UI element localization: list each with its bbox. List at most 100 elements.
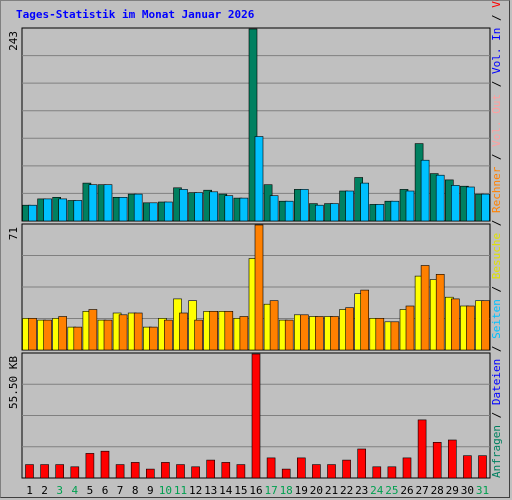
bar-rechner-29 [450,298,460,351]
bar-dateien-27 [420,159,430,222]
bar-volumen-28 [432,441,442,479]
legend-separator: / [490,405,503,425]
y-max-label-top: 243 [7,31,20,51]
bar-rechner-23 [360,289,370,351]
bar-dateien-1 [28,204,37,222]
bar-volumen-11 [176,464,185,479]
bar-rechner-4 [73,326,83,351]
x-tick-label-23: 23 [355,484,368,497]
x-tick-label-10: 10 [159,484,172,497]
bar-dateien-17 [269,195,279,222]
bar-rechner-28 [435,273,445,351]
x-tick-label-2: 2 [41,484,48,497]
x-tick-label-6: 6 [102,484,109,497]
bar-rechner-11 [179,312,188,351]
bar-volumen-3 [55,464,65,479]
x-tick-label-22: 22 [340,484,353,497]
bar-dateien-19 [299,189,309,222]
bar-volumen-24 [372,466,382,479]
bar-anfragen-16 [248,28,258,222]
x-tick-label-3: 3 [56,484,63,497]
bar-dateien-7 [118,197,128,222]
bar-volumen-19 [296,457,306,479]
bar-dateien-6 [103,184,113,222]
bar-volumen-12 [191,466,200,479]
x-tick-label-11: 11 [174,484,187,497]
x-tick-label-30: 30 [461,484,474,497]
bar-volumen-21 [327,464,336,479]
bar-dateien-14 [224,195,234,222]
x-tick-label-21: 21 [325,484,338,497]
bar-rechner-12 [194,319,203,351]
bar-rechner-16 [254,224,264,351]
bar-volumen-8 [130,462,140,479]
bar-dateien-31 [481,193,490,222]
bar-rechner-18 [284,319,294,351]
bar-rechner-7 [118,314,128,351]
x-tick-label-24: 24 [370,484,384,497]
x-tick-label-27: 27 [415,484,428,497]
bar-volumen-18 [281,468,291,479]
bar-dateien-28 [435,174,445,222]
bar-rechner-5 [88,309,98,351]
bar-volumen-25 [387,466,397,479]
legend-item-vol-in: Vol. In [490,28,503,74]
bar-volumen-26 [402,457,412,479]
x-tick-label-13: 13 [204,484,217,497]
bar-volumen-7 [115,464,125,479]
legend-separator: / [490,279,503,299]
bar-dateien-22 [345,190,354,222]
legend-item-besuche: Besuche [490,233,503,279]
bar-dateien-12 [194,192,203,222]
x-tick-label-19: 19 [295,484,308,497]
bar-rechner-3 [58,316,68,351]
x-tick-label-4: 4 [71,484,78,497]
bar-rechner-10 [164,319,173,351]
x-tick-label-16: 16 [249,484,262,497]
legend-item-seiten: Seiten [490,299,503,339]
bar-rechner-13 [209,310,218,351]
y-max-label-middle: 71 [7,227,20,240]
bar-dateien-26 [405,190,415,222]
bar-dateien-15 [239,197,249,222]
x-tick-label-7: 7 [117,484,124,497]
legend-item-dateien: Dateien [490,359,503,405]
bar-rechner-17 [269,300,279,351]
bar-volumen-23 [357,448,367,479]
bar-volumen-10 [161,462,170,479]
bar-volumen-1 [25,464,34,479]
x-tick-label-8: 8 [132,484,139,497]
x-tick-label-31: 31 [476,484,489,497]
x-tick-label-9: 9 [147,484,154,497]
bar-dateien-24 [375,204,385,222]
x-tick-label-29: 29 [446,484,459,497]
bar-volumen-13 [206,459,215,479]
bar-volumen-20 [312,464,321,479]
bar-rechner-30 [466,305,475,351]
x-tick-label-20: 20 [310,484,323,497]
bar-dateien-16 [254,136,264,222]
legend-item-vol-out: Vol. Out [490,94,503,147]
x-tick-label-1: 1 [26,484,33,497]
bar-volumen-4 [70,466,80,479]
y-max-label-bottom: 55.50 KB [7,356,20,409]
bar-dateien-21 [330,203,339,222]
bar-rechner-2 [43,319,52,351]
bar-dateien-30 [466,186,475,222]
bar-dateien-9 [149,202,158,222]
right-legend: Anfragen / Dateien / Seiten / Besuche / … [490,0,503,478]
bar-rechner-14 [224,310,234,351]
bar-rechner-20 [315,316,324,351]
bar-dateien-20 [315,204,324,222]
bar-volumen-29 [447,439,457,479]
bar-dateien-8 [133,193,143,222]
bar-rechner-8 [133,312,143,351]
bar-dateien-11 [179,189,188,222]
bar-rechner-19 [299,314,309,351]
x-tick-label-25: 25 [385,484,398,497]
bar-rechner-26 [405,305,415,351]
bar-rechner-15 [239,316,249,351]
bar-rechner-22 [345,307,354,351]
